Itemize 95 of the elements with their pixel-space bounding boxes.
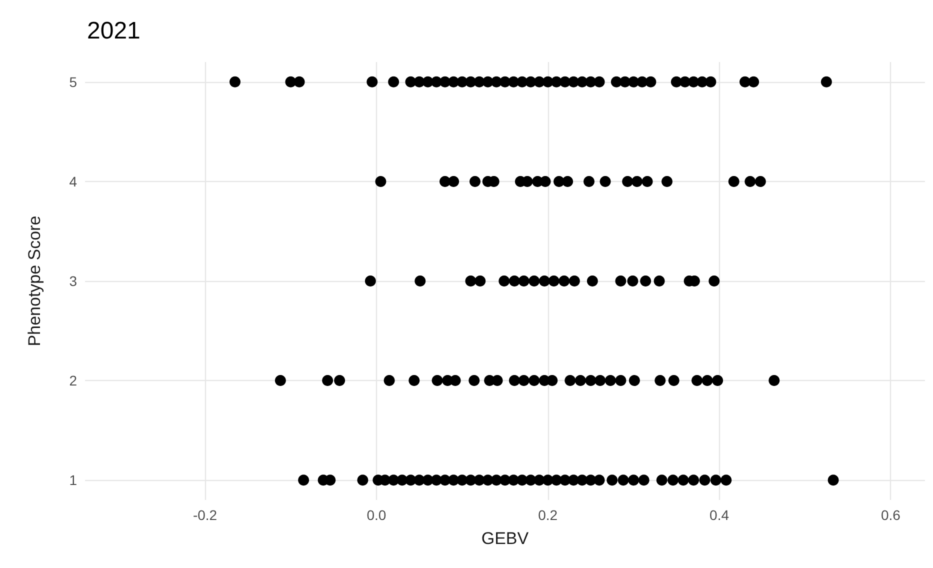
y-tick-label: 4 <box>69 173 78 190</box>
point <box>564 375 576 386</box>
point <box>357 474 368 486</box>
point <box>470 176 480 187</box>
point <box>710 474 722 486</box>
point <box>748 76 760 88</box>
y-tick-label: 2 <box>69 372 78 389</box>
point <box>558 276 570 286</box>
point <box>548 276 560 286</box>
point <box>594 76 605 88</box>
point <box>562 176 574 187</box>
y-tick-label: 1 <box>69 472 78 488</box>
point <box>230 76 240 88</box>
x-tick-label: 0.6 <box>880 507 901 523</box>
point <box>538 276 550 286</box>
point <box>618 474 629 486</box>
point <box>604 375 616 386</box>
point <box>448 176 460 187</box>
x-axis-title: GEBV <box>481 529 530 548</box>
point <box>585 375 596 386</box>
point <box>540 176 551 187</box>
point <box>518 375 530 386</box>
point <box>294 76 305 88</box>
point <box>656 474 668 486</box>
point <box>408 375 420 386</box>
point <box>627 276 638 286</box>
y-tick-label: 5 <box>69 74 78 90</box>
point <box>584 176 594 187</box>
point <box>640 276 652 286</box>
point <box>334 375 346 386</box>
x-tick-label: 0.2 <box>538 507 558 523</box>
point <box>768 375 780 386</box>
point <box>586 276 598 286</box>
point <box>828 474 839 486</box>
point <box>638 474 650 486</box>
point <box>728 176 740 187</box>
point <box>744 176 756 187</box>
point <box>628 474 640 486</box>
point <box>606 474 618 486</box>
x-tick-label: 0.4 <box>710 507 730 523</box>
x-tick-label: -0.2 <box>192 507 218 523</box>
point <box>432 375 443 386</box>
point <box>298 474 310 486</box>
point <box>518 276 530 286</box>
point <box>366 76 378 88</box>
point <box>574 375 586 386</box>
point <box>615 375 626 386</box>
chart-title: 2021 <box>87 18 140 44</box>
point <box>699 474 710 486</box>
point <box>450 375 461 386</box>
point <box>508 276 520 286</box>
point <box>615 276 626 286</box>
point <box>654 375 666 386</box>
point <box>820 76 832 88</box>
point <box>274 375 286 386</box>
point <box>712 375 724 386</box>
point <box>632 176 642 187</box>
point <box>594 474 605 486</box>
point <box>754 176 766 187</box>
point <box>388 76 400 88</box>
point <box>322 375 334 386</box>
point <box>705 76 716 88</box>
point <box>465 276 476 286</box>
point <box>720 474 732 486</box>
point <box>384 375 395 386</box>
point <box>668 375 680 386</box>
point <box>600 176 611 187</box>
point <box>662 176 672 187</box>
point <box>642 176 653 187</box>
y-tick-label: 3 <box>69 273 78 289</box>
point <box>568 276 580 286</box>
point <box>474 276 486 286</box>
point <box>492 375 503 386</box>
point <box>528 375 540 386</box>
point <box>508 375 520 386</box>
point <box>498 276 510 286</box>
point <box>645 76 656 88</box>
point <box>364 276 376 286</box>
point <box>414 276 426 286</box>
point <box>668 474 678 486</box>
point <box>692 375 702 386</box>
point <box>654 276 665 286</box>
point <box>622 176 634 187</box>
point <box>702 375 713 386</box>
point <box>546 375 558 386</box>
y-axis-title: Phenotype Score <box>25 216 44 346</box>
point <box>594 375 606 386</box>
point <box>678 474 689 486</box>
x-tick-label: 0.0 <box>366 507 386 523</box>
point <box>708 276 720 286</box>
point <box>688 474 700 486</box>
point <box>468 375 480 386</box>
point <box>628 375 640 386</box>
point <box>375 176 386 187</box>
point <box>528 276 540 286</box>
